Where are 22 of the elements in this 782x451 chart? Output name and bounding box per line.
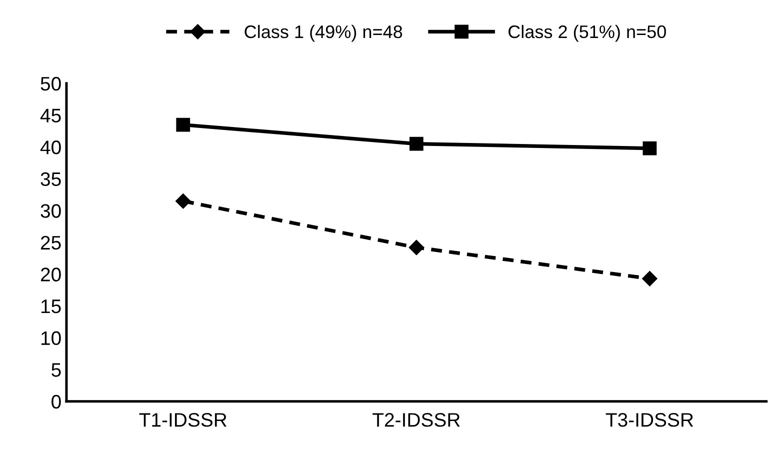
point (176, 118, 190, 132)
y-tick-label: 0 (52, 394, 61, 409)
y-tick-label: 5 (52, 363, 61, 377)
legend-label: Class 1 (49%) n=48 (244, 24, 402, 42)
y-tick-label: 25 (40, 236, 61, 250)
point (409, 136, 424, 151)
point (176, 194, 191, 209)
legend-label: Class 2 (51%) n=50 (508, 24, 666, 42)
point (642, 141, 657, 156)
y-tick-label: 30 (40, 204, 61, 218)
point (642, 271, 658, 286)
y-tick-label: 35 (40, 172, 61, 186)
x-tick-label: T1-IDSSR (139, 413, 227, 427)
point (408, 240, 424, 256)
x-tick-label: T3-IDSSR (606, 413, 694, 427)
x-tick-label: T2-IDSSR (372, 413, 460, 427)
y-tick-label: 40 (40, 140, 61, 154)
y-tick-label: 15 (41, 300, 61, 314)
y-tick-label: 10 (41, 331, 61, 346)
y-tick-label: 45 (40, 108, 61, 122)
y-tick-label: 20 (40, 268, 61, 282)
y-tick-label: 50 (40, 76, 61, 91)
